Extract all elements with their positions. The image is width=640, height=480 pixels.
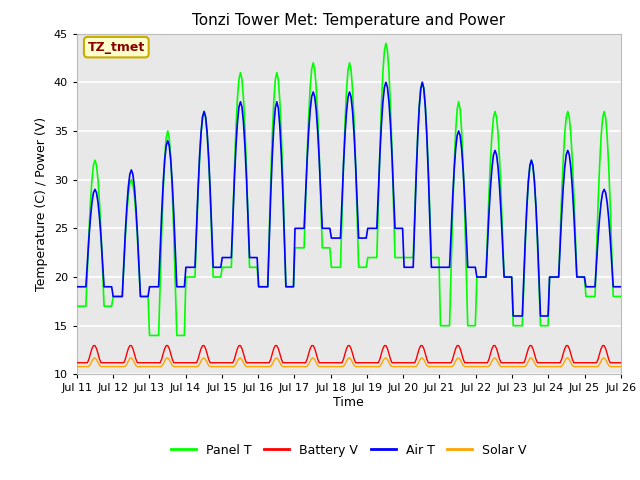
X-axis label: Time: Time	[333, 396, 364, 409]
Legend: Panel T, Battery V, Air T, Solar V: Panel T, Battery V, Air T, Solar V	[166, 439, 531, 462]
Y-axis label: Temperature (C) / Power (V): Temperature (C) / Power (V)	[35, 117, 48, 291]
Title: Tonzi Tower Met: Temperature and Power: Tonzi Tower Met: Temperature and Power	[192, 13, 506, 28]
Text: TZ_tmet: TZ_tmet	[88, 41, 145, 54]
